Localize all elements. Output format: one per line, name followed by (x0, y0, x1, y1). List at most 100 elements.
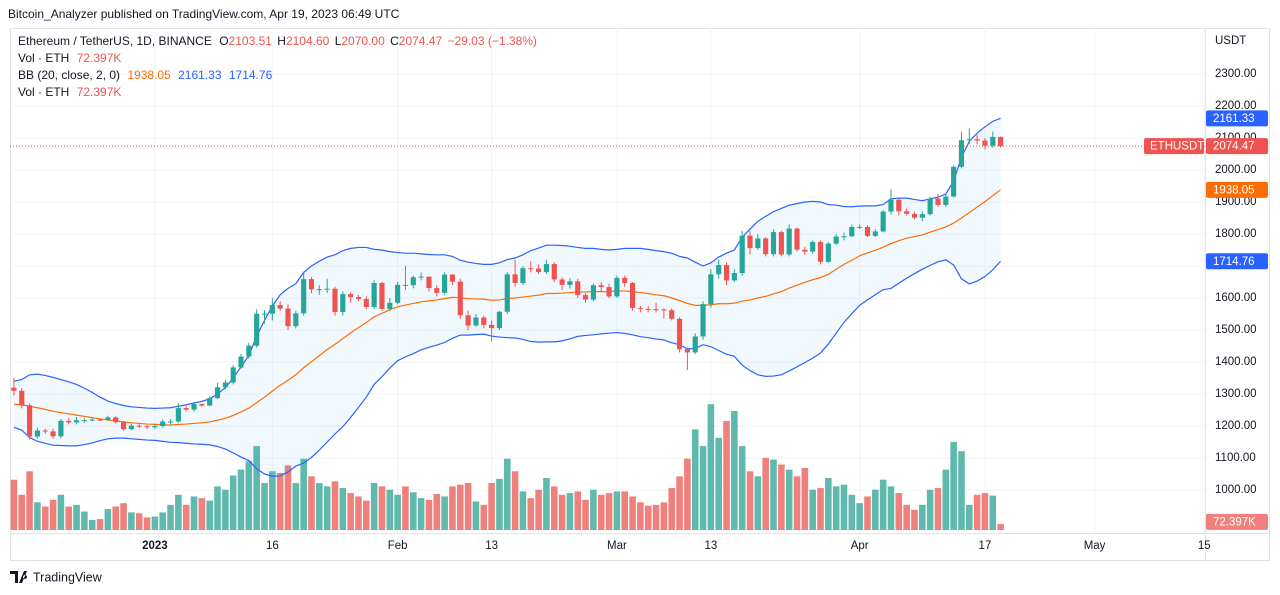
brand-name: TradingView (33, 570, 103, 584)
candle-body (50, 431, 56, 437)
bollinger-upper-value: 2161.33 (178, 68, 222, 82)
candle-body (747, 235, 753, 249)
volume-bar (65, 506, 73, 530)
y-tick-label: 1800.00 (1215, 228, 1257, 240)
candle-body (199, 403, 205, 406)
volume-bar (832, 486, 840, 530)
candle-body (716, 265, 722, 275)
high-value: 2104.60 (286, 34, 330, 48)
y-tick-label: 2300.00 (1215, 68, 1257, 80)
ohlc-prefix: C (390, 34, 399, 48)
candle-body (238, 356, 244, 368)
candle-body (42, 430, 48, 432)
change-value: −29.03 (−1.38%) (448, 34, 537, 48)
volume-bar (363, 500, 370, 530)
candle-body (97, 419, 103, 421)
volume-bar (989, 495, 997, 530)
volume-bar (605, 493, 613, 530)
volume-bar (300, 458, 307, 530)
volume-bar (958, 451, 965, 530)
volume-bar (198, 498, 206, 530)
volume-bar (339, 488, 347, 530)
x-tick-label: Apr (851, 540, 869, 552)
volume-bar (26, 471, 33, 530)
volume-bar (167, 504, 174, 530)
price-tag (1206, 513, 1268, 530)
candle-body (966, 139, 972, 141)
candle-body (214, 387, 221, 399)
bollinger-title: BB (20, close, 2, 0) (18, 68, 120, 82)
candle-body (481, 317, 487, 325)
volume-bar (104, 509, 112, 530)
volume-bar (222, 489, 229, 530)
axes: 1000.00 1100.00 1200.00 1300.00 1400.00 1500.… (142, 68, 1257, 552)
volume-bar (81, 511, 88, 530)
volume-bar (754, 476, 762, 530)
volume-bar (519, 491, 527, 530)
candle-body (434, 288, 440, 293)
legend-volume: Vol · ETH 72.397K (18, 85, 121, 99)
candle-body (19, 390, 25, 406)
volume-bar (637, 502, 644, 530)
candle-body (387, 302, 393, 309)
volume-title: Vol · ETH (18, 85, 69, 99)
volume-bar (370, 483, 378, 530)
volume-bar (433, 493, 441, 530)
candle-body (536, 268, 542, 273)
candle-body (598, 285, 604, 288)
candle-body (175, 408, 181, 422)
volume-bar (229, 475, 237, 530)
candle-body (551, 264, 557, 280)
candle-body (11, 387, 17, 391)
candle-body (183, 408, 189, 410)
candle-body (308, 279, 315, 290)
volume-bar (464, 483, 472, 530)
legend: Ethereum / TetherUS, 1D, BINANCE O2103.5… (18, 34, 537, 99)
volume-bar (966, 504, 973, 530)
volume-bar (347, 493, 354, 530)
candle-body (614, 277, 620, 297)
volume-bar (456, 484, 464, 530)
candle-body (802, 249, 808, 252)
candle-body (355, 297, 362, 299)
candle-body (442, 274, 448, 293)
candle-body (794, 228, 800, 250)
candle-body (880, 211, 886, 232)
candle-body (496, 311, 503, 329)
volume-bar (237, 469, 245, 530)
candle-body (128, 425, 134, 430)
volume-bar (378, 486, 386, 530)
volume-bar (629, 496, 636, 530)
candle-body (120, 422, 127, 430)
candle-body (669, 310, 675, 319)
candle-body (575, 281, 581, 296)
candle-body (277, 305, 283, 309)
volume-bar (394, 494, 401, 530)
volume-bar (10, 479, 18, 530)
volume-bar (308, 476, 315, 530)
candle-body (559, 279, 565, 285)
candle-body (528, 268, 534, 270)
candle-body (919, 214, 925, 218)
volume-bar (120, 503, 127, 530)
candle-body (998, 136, 1004, 147)
candle-body (207, 398, 213, 406)
currency-label: USDT (1215, 35, 1246, 47)
volume-bar (41, 506, 49, 530)
candle-body (489, 324, 495, 329)
candle-body (402, 284, 409, 286)
candle-body (395, 284, 401, 303)
chart-frame (10, 28, 1270, 561)
volume-bar (770, 459, 777, 530)
volume-bar (527, 498, 535, 530)
candle-body (974, 139, 980, 141)
volume-bar (691, 429, 699, 530)
volume-bar (261, 483, 268, 530)
candle-body (520, 268, 526, 283)
volume-bar (331, 481, 339, 530)
candle-body (637, 307, 643, 309)
candle-body (943, 196, 949, 205)
candle-body (230, 367, 236, 383)
candle-body (363, 298, 369, 307)
candle-body (348, 294, 354, 298)
